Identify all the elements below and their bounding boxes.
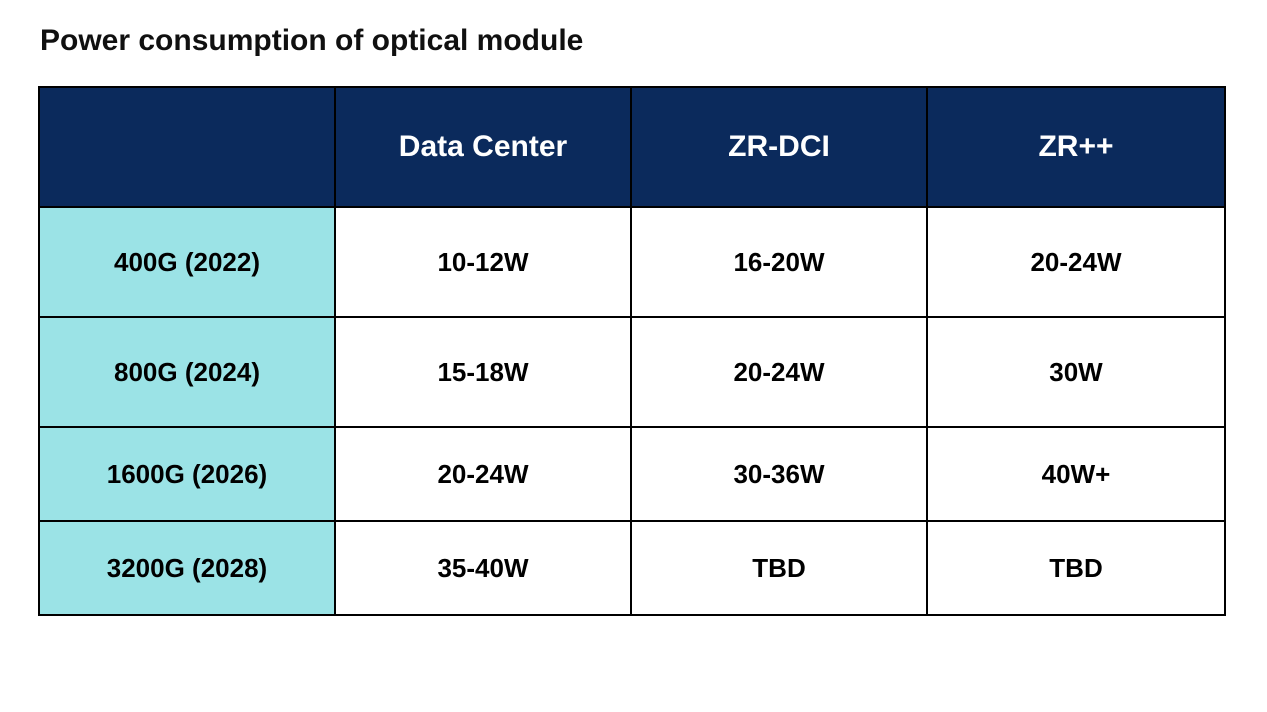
- row-label: 800G (2024): [39, 317, 335, 427]
- cell: 30-36W: [631, 427, 927, 521]
- cell: 20-24W: [631, 317, 927, 427]
- cell: 40W+: [927, 427, 1225, 521]
- table-row: 400G (2022) 10-12W 16-20W 20-24W: [39, 207, 1225, 317]
- table-header-zrdci: ZR-DCI: [631, 87, 927, 207]
- table-row: 1600G (2026) 20-24W 30-36W 40W+: [39, 427, 1225, 521]
- table-header-blank: [39, 87, 335, 207]
- row-label: 3200G (2028): [39, 521, 335, 615]
- row-label: 1600G (2026): [39, 427, 335, 521]
- table-row: 3200G (2028) 35-40W TBD TBD: [39, 521, 1225, 615]
- page: Power consumption of optical module Data…: [0, 0, 1267, 616]
- cell: 20-24W: [335, 427, 631, 521]
- cell: 30W: [927, 317, 1225, 427]
- cell: 15-18W: [335, 317, 631, 427]
- table-row: 800G (2024) 15-18W 20-24W 30W: [39, 317, 1225, 427]
- page-title: Power consumption of optical module: [40, 24, 1229, 58]
- cell: 20-24W: [927, 207, 1225, 317]
- cell: TBD: [927, 521, 1225, 615]
- power-table: Data Center ZR-DCI ZR++ 400G (2022) 10-1…: [38, 86, 1226, 616]
- row-label: 400G (2022): [39, 207, 335, 317]
- table-header-datacenter: Data Center: [335, 87, 631, 207]
- cell: TBD: [631, 521, 927, 615]
- table-header-row: Data Center ZR-DCI ZR++: [39, 87, 1225, 207]
- cell: 16-20W: [631, 207, 927, 317]
- cell: 10-12W: [335, 207, 631, 317]
- table-header-zrpp: ZR++: [927, 87, 1225, 207]
- cell: 35-40W: [335, 521, 631, 615]
